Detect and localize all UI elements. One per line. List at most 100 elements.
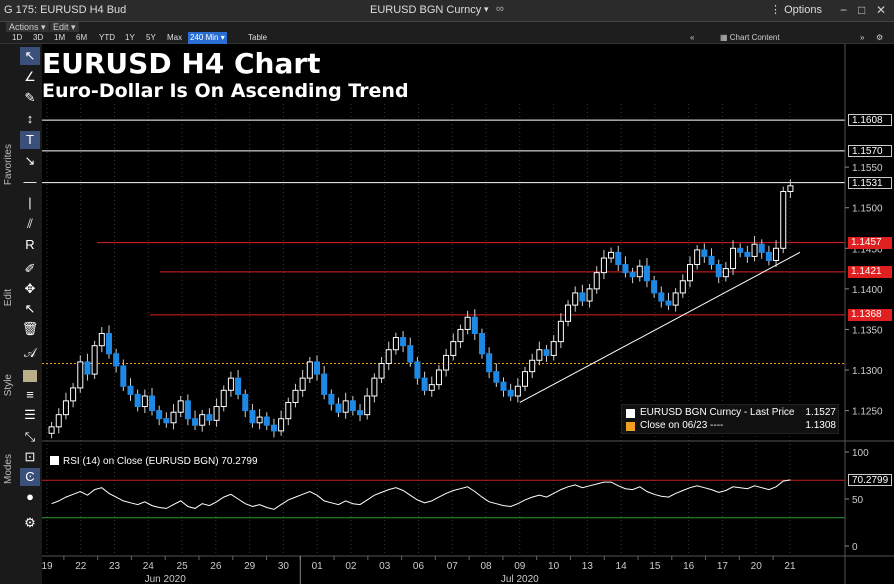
range-toolbar: 1D 3D 1M 6M YTD 1Y 5Y Max 240 Min ▾ Tabl… xyxy=(0,32,894,44)
settings-gear-icon[interactable]: ⚙ xyxy=(24,515,36,530)
range-6m[interactable]: 6M xyxy=(76,33,88,42)
retracement-icon[interactable]: R xyxy=(25,237,35,252)
link-icon[interactable]: ∞ xyxy=(496,3,504,15)
range-5y[interactable]: 5Y xyxy=(146,33,156,42)
range-1d[interactable]: 1D xyxy=(12,33,23,42)
select-plus-icon[interactable]: ↖ xyxy=(24,301,36,316)
close-icon[interactable]: ✕ xyxy=(876,3,887,17)
lasso-icon[interactable]: ⤡ xyxy=(24,429,36,444)
candle-body xyxy=(70,387,77,402)
x-tick-label: 01 xyxy=(312,561,324,572)
candle-body xyxy=(478,333,485,355)
horizontal-line-icon[interactable]: — xyxy=(23,174,37,189)
price-legend[interactable]: EURUSD BGN Curncy - Last Price 1.1527 Cl… xyxy=(621,404,839,434)
ticker-field[interactable]: EURUSD BGN Curncy ▾ ∞ xyxy=(370,2,510,20)
angle-line-icon[interactable]: ∠ xyxy=(24,69,36,84)
candle-body xyxy=(141,395,148,408)
range-1y[interactable]: 1Y xyxy=(125,33,135,42)
text-tool-icon[interactable]: T xyxy=(20,131,40,149)
rsi-tick-label: 50 xyxy=(852,495,864,506)
x-tick-label: 15 xyxy=(649,561,661,572)
table-button[interactable]: Table xyxy=(248,33,268,42)
price-tick-label: 1.1300 xyxy=(852,366,883,377)
x-tick-label: 10 xyxy=(548,561,560,572)
maximize-icon[interactable]: □ xyxy=(858,3,866,17)
color-palette-icon[interactable]: ● xyxy=(26,489,34,504)
collapse-right-icon[interactable]: » xyxy=(860,33,865,42)
edit-menu[interactable]: Edit ▾ xyxy=(50,22,79,32)
candle-body xyxy=(694,249,701,266)
chart-area[interactable]: 19 22 23 24 25 26 29 30 01 02 03 06 07 08 09 10 13 14 15 16… xyxy=(29,44,894,584)
legend-swatch-orange xyxy=(626,422,635,431)
pointer-icon[interactable]: ↖ xyxy=(20,47,40,65)
menu-icon: ⋮ xyxy=(770,4,785,16)
candle-body xyxy=(400,337,407,347)
candle-body xyxy=(722,268,729,278)
snap-icon[interactable]: ⊡ xyxy=(24,449,36,464)
range-ytd[interactable]: YTD xyxy=(99,33,115,42)
candle-body xyxy=(328,393,335,405)
minimize-icon[interactable]: − xyxy=(840,3,848,17)
arrow-icon[interactable]: ↘ xyxy=(24,153,36,168)
candle-body xyxy=(428,384,435,391)
candle-body xyxy=(593,272,600,290)
candle-body xyxy=(565,304,572,322)
rsi-legend-swatch xyxy=(50,456,59,465)
candle-body xyxy=(572,292,579,306)
fill-color-icon[interactable] xyxy=(20,366,40,384)
candle-body xyxy=(313,361,321,375)
range-max[interactable]: Max xyxy=(167,33,183,42)
candle-body xyxy=(672,292,679,306)
channel-icon[interactable]: ⫽ xyxy=(27,216,33,231)
edit-group-label: Edit xyxy=(0,289,18,359)
interval-select[interactable]: 240 Min ▾ xyxy=(188,32,227,44)
candle-body xyxy=(220,389,227,408)
candle-body xyxy=(385,349,392,365)
candle-body xyxy=(679,280,686,294)
candle-body xyxy=(787,185,794,192)
range-1m[interactable]: 1M xyxy=(54,33,66,42)
range-3d[interactable]: 3D xyxy=(33,33,44,42)
candle-body xyxy=(708,255,715,266)
candle-body xyxy=(443,354,450,371)
candle-body xyxy=(270,424,277,432)
gear-icon[interactable]: ⚙ xyxy=(876,33,884,42)
chart-content-button[interactable]: ▦ Chart Content xyxy=(720,33,780,42)
candle-body xyxy=(134,393,141,408)
candle-body xyxy=(701,249,708,257)
options-button[interactable]: ⋮ Options xyxy=(770,3,830,16)
chart-subtitle: Euro-Dollar Is On Ascending Trend xyxy=(42,80,409,102)
candle-body xyxy=(550,341,557,356)
legend-value-close: 1.1308 xyxy=(805,420,836,431)
candle-body xyxy=(414,361,421,379)
candle-body xyxy=(529,359,536,373)
magnet-icon[interactable]: Ͼ xyxy=(20,468,40,486)
candle-body xyxy=(349,400,356,412)
brush-icon[interactable]: ✐ xyxy=(24,261,36,276)
x-tick-label: 23 xyxy=(109,561,121,572)
month-label-jun: Jun 2020 xyxy=(145,574,187,584)
candle-body xyxy=(62,400,69,416)
line-style-icon[interactable]: ☰ xyxy=(24,407,36,422)
price-tick-label: 1.1500 xyxy=(852,204,883,215)
price-range-icon[interactable]: ↕ xyxy=(26,111,34,126)
font-style-icon[interactable]: 𝒜 xyxy=(23,345,37,360)
vertical-line-icon[interactable]: | xyxy=(28,195,32,210)
actions-menu[interactable]: Actions ▾ xyxy=(6,22,49,32)
candle-body xyxy=(192,418,199,426)
legend-row-close: Close on 06/23 ---- 1.1308 xyxy=(626,420,836,433)
x-tick-label: 19 xyxy=(42,561,53,572)
pen-icon[interactable]: ✎ xyxy=(24,90,36,105)
x-tick-label: 17 xyxy=(717,561,729,572)
collapse-left-icon[interactable]: « xyxy=(690,33,695,42)
move-icon[interactable]: ✥ xyxy=(24,281,36,296)
chevron-down-icon[interactable]: ▾ xyxy=(484,4,489,14)
line-width-icon[interactable]: ≡ xyxy=(26,387,34,402)
trash-icon[interactable]: 🗑 xyxy=(21,321,39,336)
x-tick-label: 14 xyxy=(616,561,628,572)
options-label: Options xyxy=(784,4,822,16)
candle-body xyxy=(636,265,643,278)
chart-canvas[interactable]: 19 22 23 24 25 26 29 30 01 02 03 06 07 08 09 10 13 14 15 16… xyxy=(29,44,894,584)
x-tick-label: 16 xyxy=(683,561,695,572)
favorites-group-label: Favorites xyxy=(0,144,18,234)
